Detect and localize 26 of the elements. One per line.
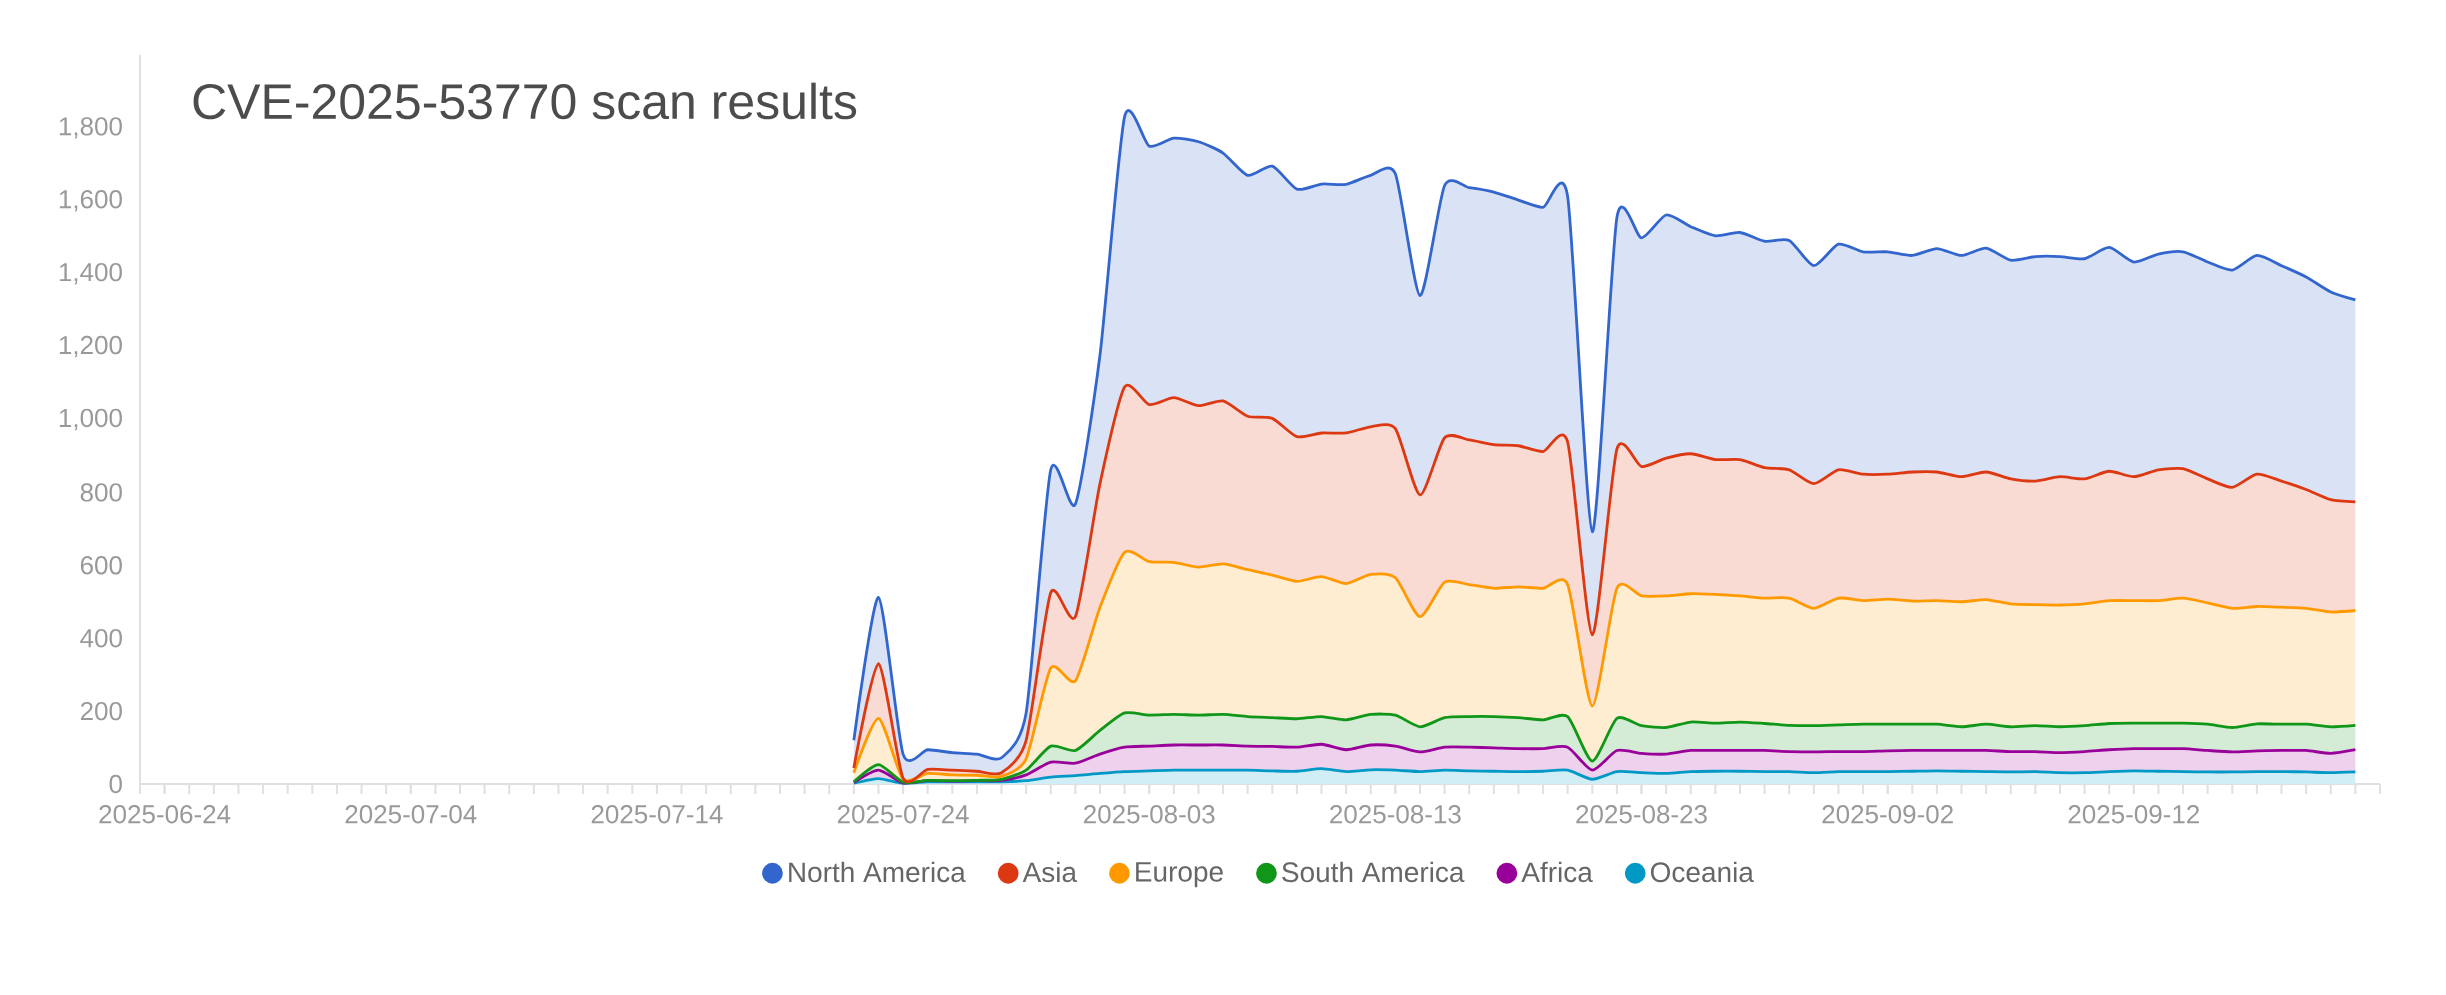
legend-label: Africa: [1521, 861, 1593, 883]
y-tick-label: 1,400: [59, 262, 122, 285]
legend-label: Europe: [1136, 862, 1223, 888]
x-tick-label: 2025-08-03: [1084, 805, 1215, 824]
y-tick-label: 1,200: [59, 335, 122, 358]
x-tick-label: 2025-06-24: [99, 805, 231, 824]
x-tick-label: 2025-07-24: [837, 805, 969, 824]
x-tick-label: 2025-08-23: [1576, 805, 1707, 824]
y-tick-label: 400: [80, 628, 122, 648]
legend-label: Oceania: [1650, 861, 1754, 883]
x-tick-label: 2025-07-14: [591, 805, 723, 824]
x-tick-label: 2025-08-13: [1330, 805, 1461, 824]
y-tick-label: 800: [80, 483, 122, 502]
y-tick-label: 1,600: [59, 190, 122, 212]
y-tick-label: 1,000: [59, 408, 122, 431]
x-tick-label: 2025-09-02: [1822, 805, 1953, 824]
y-tick-label: 1,800: [59, 117, 122, 139]
x-tick-label: 2025-09-12: [2068, 805, 2199, 824]
legend-label: North America: [789, 861, 966, 883]
chart-title: CVE-2025-53770 scan results: [193, 82, 857, 120]
y-tick-label: 0: [109, 774, 122, 794]
y-tick-label: 600: [80, 556, 122, 575]
legend-label: Asia: [1022, 861, 1078, 883]
y-tick-label: 200: [80, 701, 122, 721]
legend-label: South America: [1282, 861, 1465, 883]
x-tick-label: 2025-07-04: [345, 805, 477, 824]
